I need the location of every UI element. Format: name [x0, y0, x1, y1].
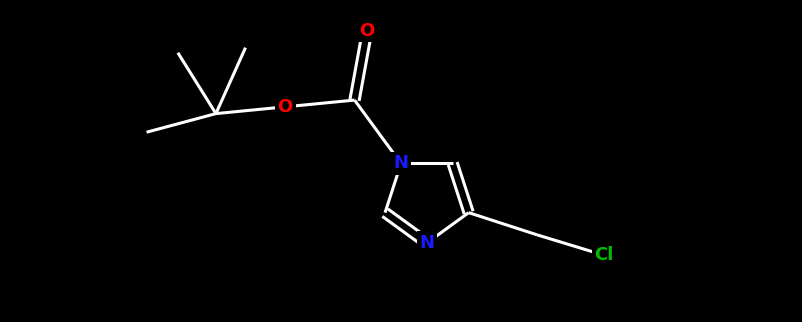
Text: N: N	[419, 234, 434, 252]
Text: O: O	[277, 98, 293, 116]
Text: N: N	[393, 155, 408, 173]
Text: O: O	[359, 22, 375, 40]
Text: Cl: Cl	[593, 246, 613, 264]
